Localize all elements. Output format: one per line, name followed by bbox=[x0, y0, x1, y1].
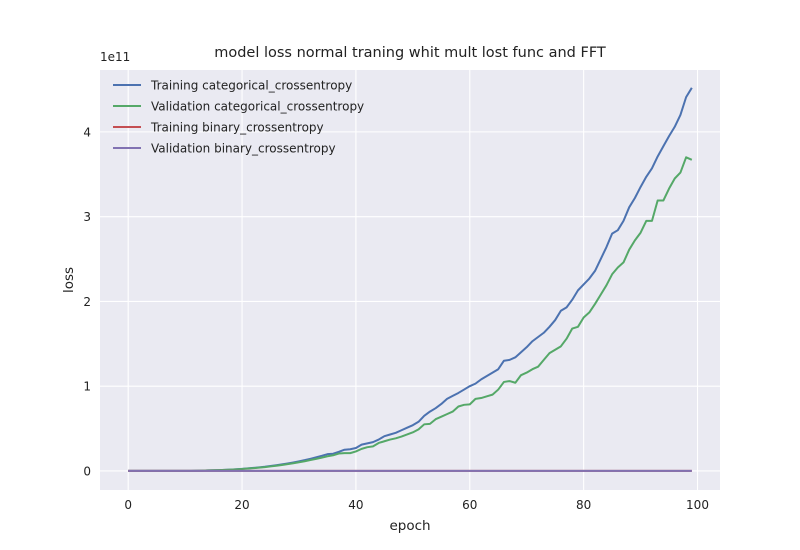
x-axis-label: epoch bbox=[389, 518, 430, 534]
y-axis-label: loss bbox=[61, 267, 77, 293]
y-tick-label: 3 bbox=[83, 210, 91, 224]
chart-title: model loss normal traning whit mult lost… bbox=[214, 45, 606, 61]
grid bbox=[100, 70, 720, 490]
y-tick-label: 2 bbox=[83, 295, 91, 309]
legend: Training categorical_crossentropy Validat… bbox=[113, 79, 364, 156]
y-axis-offset-label: 1e11 bbox=[100, 50, 130, 64]
y-axis-ticks: 0 1 2 3 4 bbox=[83, 125, 91, 478]
y-tick-label: 0 bbox=[83, 464, 91, 478]
series-lines bbox=[128, 87, 693, 472]
x-tick-label: 100 bbox=[686, 498, 709, 512]
x-tick-label: 0 bbox=[124, 498, 132, 512]
x-tick-label: 20 bbox=[234, 498, 249, 512]
legend-label: Validation binary_crossentropy bbox=[151, 142, 336, 156]
x-tick-label: 80 bbox=[576, 498, 591, 512]
legend-label: Validation categorical_crossentropy bbox=[151, 100, 364, 114]
legend-label: Training binary_crossentropy bbox=[150, 121, 324, 135]
x-tick-label: 60 bbox=[462, 498, 477, 512]
x-axis-ticks: 0 20 40 60 80 100 bbox=[124, 498, 709, 512]
y-tick-label: 4 bbox=[83, 125, 91, 139]
legend-label: Training categorical_crossentropy bbox=[150, 79, 352, 93]
plot-area bbox=[100, 70, 720, 490]
x-tick-label: 40 bbox=[348, 498, 363, 512]
y-tick-label: 1 bbox=[83, 380, 91, 394]
